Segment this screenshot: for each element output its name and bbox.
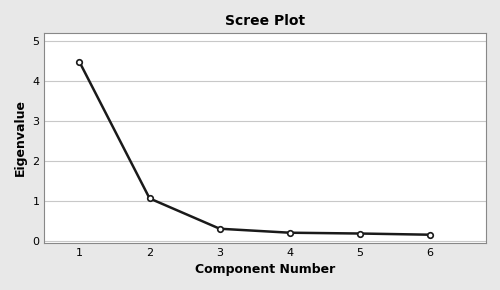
Y-axis label: Eigenvalue: Eigenvalue (14, 99, 27, 176)
X-axis label: Component Number: Component Number (195, 263, 336, 276)
Title: Scree Plot: Scree Plot (225, 14, 306, 28)
